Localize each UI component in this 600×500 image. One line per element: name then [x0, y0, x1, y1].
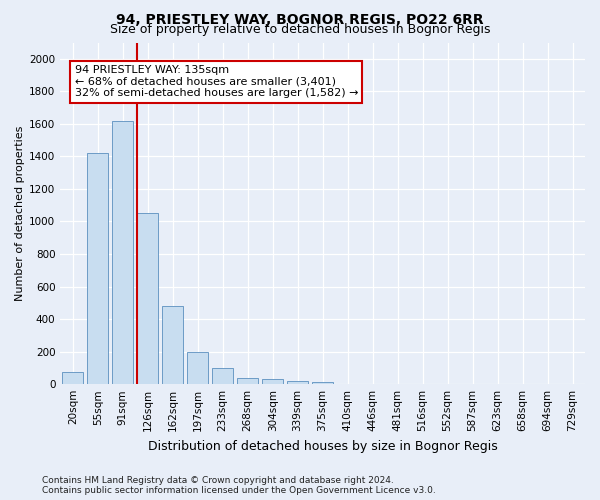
Bar — [137, 214, 158, 384]
Bar — [87, 153, 109, 384]
Bar — [62, 372, 83, 384]
Bar — [262, 380, 283, 384]
Bar — [312, 382, 333, 384]
Text: 94 PRIESTLEY WAY: 135sqm
← 68% of detached houses are smaller (3,401)
32% of sem: 94 PRIESTLEY WAY: 135sqm ← 68% of detach… — [74, 66, 358, 98]
Text: Size of property relative to detached houses in Bognor Regis: Size of property relative to detached ho… — [110, 22, 490, 36]
Bar — [237, 378, 258, 384]
Text: 94, PRIESTLEY WAY, BOGNOR REGIS, PO22 6RR: 94, PRIESTLEY WAY, BOGNOR REGIS, PO22 6R… — [116, 12, 484, 26]
Bar — [112, 120, 133, 384]
Bar — [212, 368, 233, 384]
Bar — [162, 306, 184, 384]
Y-axis label: Number of detached properties: Number of detached properties — [15, 126, 25, 301]
X-axis label: Distribution of detached houses by size in Bognor Regis: Distribution of detached houses by size … — [148, 440, 497, 452]
Text: Contains HM Land Registry data © Crown copyright and database right 2024.
Contai: Contains HM Land Registry data © Crown c… — [42, 476, 436, 495]
Bar — [187, 352, 208, 384]
Bar — [287, 381, 308, 384]
